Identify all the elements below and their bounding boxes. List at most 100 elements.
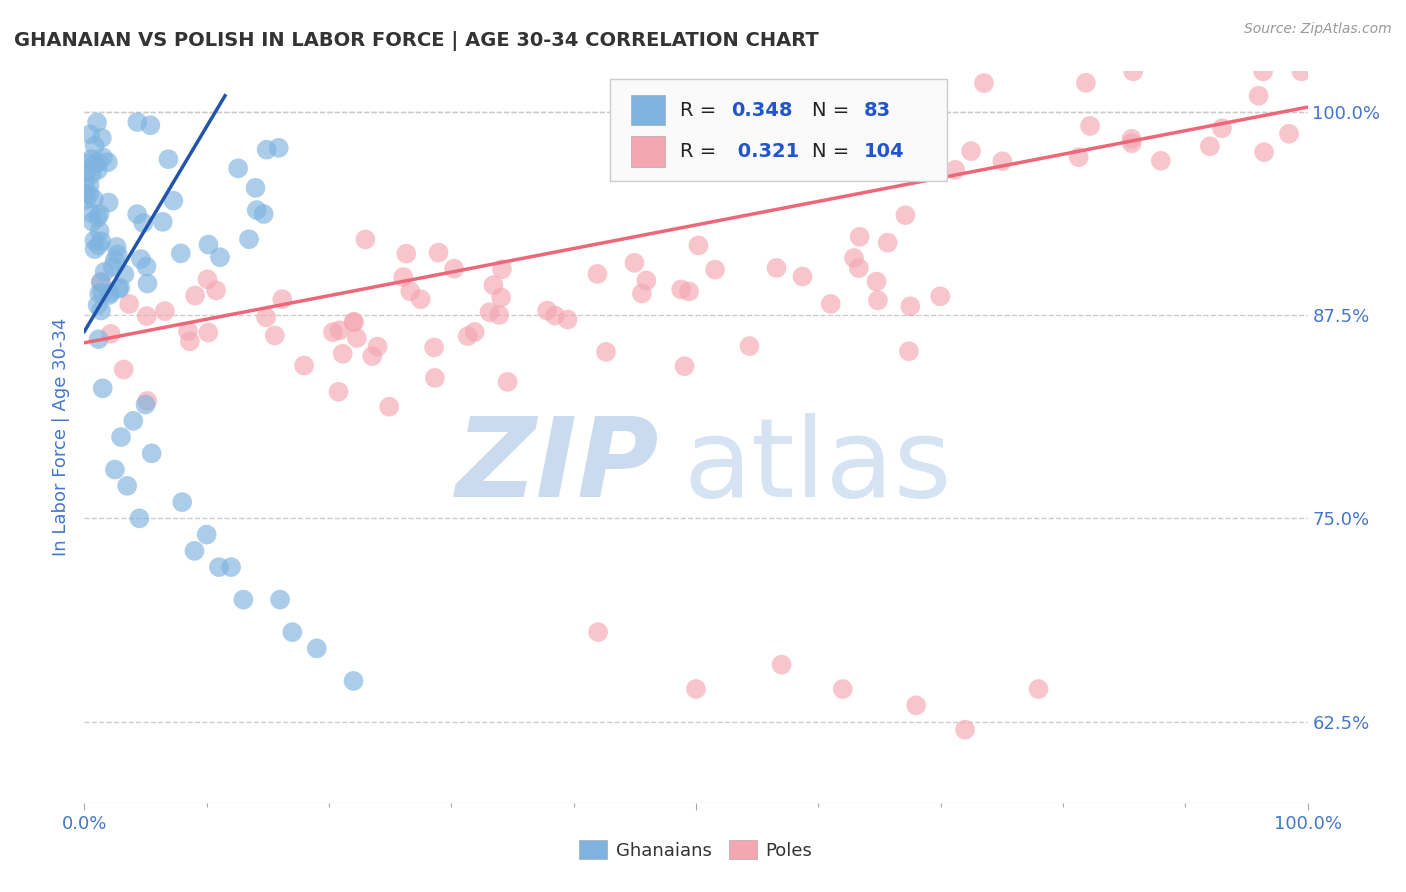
Point	[87, 238, 110, 252]
Point	[90, 131, 112, 145]
Point	[342, 673, 364, 688]
Point	[139, 118, 162, 132]
Point	[105, 240, 128, 254]
Point	[1074, 76, 1097, 90]
Point	[108, 281, 131, 295]
Point	[673, 359, 696, 374]
Point	[898, 299, 921, 313]
Point	[162, 194, 184, 208]
Legend: Ghanaians, Poles: Ghanaians, Poles	[572, 833, 820, 867]
Point	[929, 289, 952, 303]
Point	[79, 187, 101, 202]
Point	[853, 143, 876, 157]
Point	[361, 349, 384, 363]
Point	[183, 544, 205, 558]
Point	[876, 235, 898, 250]
Text: 0.321: 0.321	[731, 143, 800, 161]
Point	[97, 195, 120, 210]
Point	[107, 282, 129, 296]
Point	[86, 115, 108, 129]
Point	[152, 215, 174, 229]
Text: R =: R =	[681, 101, 723, 120]
Point	[831, 681, 853, 696]
Point	[112, 362, 135, 376]
Point	[792, 269, 814, 284]
Point	[86, 298, 108, 312]
Point	[87, 332, 110, 346]
Point	[905, 698, 928, 713]
Point	[770, 657, 793, 672]
Point	[496, 375, 519, 389]
Point	[328, 384, 350, 399]
Point	[83, 234, 105, 248]
Point	[1253, 145, 1275, 160]
Point	[253, 207, 276, 221]
Point	[141, 446, 163, 460]
Point	[104, 462, 127, 476]
Point	[107, 247, 129, 261]
Point	[98, 286, 121, 301]
Point	[83, 192, 105, 206]
Point	[104, 252, 127, 267]
Point	[90, 275, 112, 289]
Point	[100, 326, 122, 341]
Point	[685, 681, 707, 696]
Point	[87, 162, 110, 177]
Point	[678, 285, 700, 299]
Point	[423, 340, 446, 354]
Point	[118, 297, 141, 311]
Point	[905, 90, 928, 104]
Point	[669, 282, 692, 296]
Point	[478, 305, 501, 319]
Point	[427, 245, 450, 260]
Point	[1291, 64, 1313, 78]
Point	[83, 139, 105, 153]
Point	[343, 315, 366, 329]
Point	[292, 359, 315, 373]
Point	[423, 371, 446, 385]
Point	[75, 186, 97, 201]
Point	[586, 625, 609, 640]
Point	[90, 303, 112, 318]
Point	[482, 278, 505, 293]
Point	[219, 560, 242, 574]
Point	[544, 309, 567, 323]
Point	[820, 297, 842, 311]
Point	[90, 275, 112, 289]
Point	[367, 340, 389, 354]
Text: N =: N =	[813, 101, 849, 120]
Point	[271, 292, 294, 306]
Point	[79, 128, 101, 142]
Point	[897, 344, 920, 359]
Point	[346, 331, 368, 345]
Point	[894, 208, 917, 222]
Point	[136, 393, 159, 408]
Point	[97, 155, 120, 169]
Text: atlas: atlas	[683, 413, 952, 520]
Point	[129, 252, 152, 266]
Point	[332, 347, 354, 361]
Point	[93, 265, 115, 279]
Point	[79, 178, 101, 193]
Point	[704, 262, 727, 277]
Point	[267, 141, 290, 155]
Point	[1247, 88, 1270, 103]
Point	[491, 262, 513, 277]
Point	[794, 155, 817, 169]
Point	[305, 641, 328, 656]
Point	[1150, 153, 1173, 168]
Point	[122, 414, 145, 428]
Point	[409, 292, 432, 306]
Point	[866, 293, 889, 308]
Point	[595, 344, 617, 359]
Point	[90, 235, 112, 249]
Point	[127, 115, 149, 129]
Point	[254, 310, 277, 325]
Point	[269, 592, 291, 607]
Point	[1211, 121, 1233, 136]
Point	[208, 250, 231, 264]
Point	[943, 162, 966, 177]
Point	[392, 270, 415, 285]
Point	[856, 157, 879, 171]
Point	[75, 193, 97, 207]
